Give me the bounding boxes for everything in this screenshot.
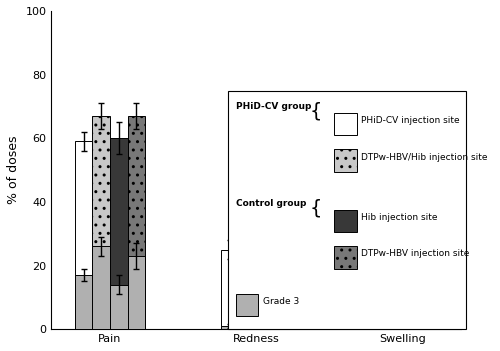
Text: Hib injection site: Hib injection site bbox=[361, 213, 438, 222]
Bar bbox=[239, 234, 256, 329]
Bar bbox=[92, 116, 110, 329]
Bar bbox=[274, 224, 291, 329]
Bar bbox=[386, 192, 403, 329]
Bar bbox=[222, 250, 239, 329]
Bar bbox=[420, 183, 438, 329]
Text: {: { bbox=[310, 102, 322, 121]
Bar bbox=[368, 218, 386, 329]
Bar bbox=[386, 307, 403, 329]
Text: Control group: Control group bbox=[236, 199, 306, 207]
Text: Grade 3: Grade 3 bbox=[262, 297, 299, 306]
Text: DTPw-HBV/Hib injection site: DTPw-HBV/Hib injection site bbox=[361, 153, 488, 161]
Bar bbox=[75, 141, 92, 329]
FancyBboxPatch shape bbox=[334, 246, 357, 269]
FancyBboxPatch shape bbox=[236, 294, 258, 316]
Bar bbox=[75, 275, 92, 329]
Bar bbox=[128, 256, 145, 329]
Text: DTPw-HBV injection site: DTPw-HBV injection site bbox=[361, 250, 470, 258]
Y-axis label: % of doses: % of doses bbox=[7, 136, 20, 204]
Bar bbox=[92, 246, 110, 329]
Bar bbox=[128, 116, 145, 329]
FancyBboxPatch shape bbox=[334, 150, 357, 172]
Text: {: { bbox=[310, 199, 322, 218]
Bar bbox=[228, 91, 466, 329]
Bar bbox=[420, 307, 438, 329]
FancyBboxPatch shape bbox=[334, 113, 357, 135]
Bar bbox=[239, 323, 256, 329]
Bar bbox=[222, 326, 239, 329]
Bar bbox=[403, 313, 420, 329]
FancyBboxPatch shape bbox=[334, 210, 357, 232]
Text: PHiD-CV group: PHiD-CV group bbox=[236, 102, 312, 111]
Bar bbox=[256, 326, 274, 329]
Bar bbox=[403, 224, 420, 329]
Text: PHiD-CV injection site: PHiD-CV injection site bbox=[361, 116, 460, 125]
Bar bbox=[256, 253, 274, 329]
Bar bbox=[110, 138, 128, 329]
Bar bbox=[274, 323, 291, 329]
Bar bbox=[110, 285, 128, 329]
Bar bbox=[368, 313, 386, 329]
